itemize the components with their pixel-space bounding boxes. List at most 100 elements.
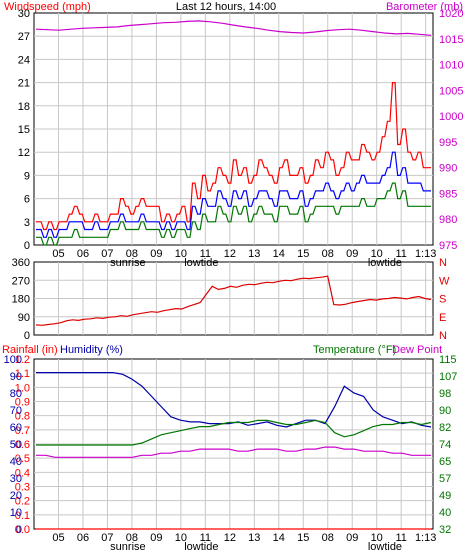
right-tick-label: 115 bbox=[439, 354, 457, 366]
time-tick-label: 08 bbox=[126, 532, 138, 544]
barometer-axis-title: Barometer (mb) bbox=[386, 1, 463, 13]
temperature-axis-title: Temperature (°F) bbox=[313, 344, 396, 356]
right-tick-label: 975 bbox=[439, 240, 457, 252]
time-tick-label: 15 bbox=[297, 532, 309, 544]
time-tick-label: 08 bbox=[322, 248, 334, 260]
left-tick-label: 9 bbox=[24, 170, 30, 182]
time-tick-label: 05 bbox=[52, 532, 64, 544]
time-annotation: lowtide bbox=[184, 541, 218, 551]
right-tick-label: W bbox=[439, 275, 450, 287]
right-tick-label: 32 bbox=[439, 524, 451, 536]
time-tick-label: 10 bbox=[371, 532, 383, 544]
left-tick-label: 30 bbox=[18, 8, 30, 20]
time-tick-label: 09 bbox=[150, 532, 162, 544]
time-tick-label: 14 bbox=[273, 248, 285, 260]
left-tick-label-2: 100 bbox=[4, 354, 22, 366]
left-tick-label: 0.4 bbox=[15, 467, 30, 479]
left-tick-label-2: 0 bbox=[16, 524, 22, 536]
right-tick-label: E bbox=[439, 312, 446, 324]
right-tick-label: 1000 bbox=[439, 111, 463, 123]
time-tick-label: 10 bbox=[175, 248, 187, 260]
left-tick-label-2: 70 bbox=[10, 405, 22, 417]
time-tick-label: 06 bbox=[77, 248, 89, 260]
time-annotation: sunrise bbox=[110, 257, 145, 269]
left-tick-label-2: 90 bbox=[10, 371, 22, 383]
time-tick-label: 10 bbox=[371, 248, 383, 260]
series-line-wind bbox=[36, 82, 431, 231]
chart-labels: Windspeed (mph) Last 12 hours, 14:00 Bar… bbox=[2, 1, 463, 356]
time-tick-label: 12 bbox=[224, 532, 236, 544]
panel-3: 0.0 0.1 0.2 0.3 0.4 0.5 0.6 0.7 0.8 0.9 1.0 1.1 1.2 0… bbox=[4, 354, 458, 536]
time-tick-label: 13 bbox=[248, 248, 260, 260]
right-tick-label: 1005 bbox=[439, 85, 463, 97]
series-line-gust bbox=[36, 151, 431, 238]
right-tick-label: 82 bbox=[439, 422, 451, 434]
time-annotation: sunrise bbox=[110, 541, 145, 551]
time-tick-label: 11 bbox=[200, 532, 211, 544]
time-tick-label: 10 bbox=[175, 532, 187, 544]
right-tick-label: 65 bbox=[439, 456, 451, 468]
left-tick-label-2: 60 bbox=[10, 422, 22, 434]
time-tick-label: 07 bbox=[101, 248, 113, 260]
left-tick-label-2: 40 bbox=[10, 456, 22, 468]
right-tick-label: 49 bbox=[439, 490, 451, 502]
left-tick-label-2: 80 bbox=[10, 388, 22, 400]
time-tick-label: 12 bbox=[224, 248, 236, 260]
series-line-temperature bbox=[36, 419, 432, 446]
chart-title: Last 12 hours, 14:00 bbox=[176, 1, 276, 13]
time-annotation: lowtide bbox=[368, 541, 402, 551]
left-tick-label-2: 20 bbox=[10, 490, 22, 502]
right-tick-label: N bbox=[439, 330, 447, 342]
right-tick-label: 995 bbox=[439, 137, 457, 149]
time-tick-label: 1:13 bbox=[415, 532, 436, 544]
left-tick-label: 12 bbox=[18, 147, 30, 159]
left-tick-label: 0.8 bbox=[15, 411, 30, 423]
left-tick-label: 0 bbox=[24, 330, 30, 342]
left-tick-label: 0.5 bbox=[15, 453, 30, 465]
left-tick-label: 27 bbox=[18, 31, 30, 43]
time-annotation: lowtide bbox=[184, 257, 218, 269]
time-tick-label: 08 bbox=[322, 532, 334, 544]
windspeed-axis-title: Windspeed (mph) bbox=[4, 1, 91, 13]
right-tick-label: 57 bbox=[439, 473, 451, 485]
left-tick-label: 90 bbox=[18, 312, 30, 324]
left-tick-label: 6 bbox=[24, 194, 30, 206]
left-tick-label: 0.1 bbox=[15, 510, 30, 522]
right-tick-label: 90 bbox=[439, 405, 451, 417]
left-tick-label: 15 bbox=[18, 124, 30, 136]
left-tick-label: 0.0 bbox=[15, 524, 30, 536]
time-tick-label: 1:13 bbox=[415, 248, 436, 260]
time-tick-label: 09 bbox=[346, 532, 358, 544]
time-tick-label: 11 bbox=[395, 248, 406, 260]
right-tick-label: S bbox=[439, 294, 446, 306]
right-tick-label: 40 bbox=[439, 507, 451, 519]
series-line-direction bbox=[35, 275, 432, 326]
dewpoint-axis-title: Dew Point bbox=[392, 344, 442, 356]
time-tick-label: 11 bbox=[395, 532, 406, 544]
right-tick-label: 107 bbox=[439, 371, 457, 383]
left-tick-label: 21 bbox=[18, 78, 30, 90]
time-annotation: lowtide bbox=[368, 257, 402, 269]
right-tick-label: 1010 bbox=[439, 60, 463, 72]
time-tick-label: 09 bbox=[150, 248, 162, 260]
left-tick-label: 0.6 bbox=[15, 439, 30, 451]
left-tick-label: 0.9 bbox=[15, 397, 30, 409]
left-tick-label: 0.7 bbox=[15, 425, 30, 437]
left-tick-label: 0.3 bbox=[15, 482, 30, 494]
left-tick-label: 0.2 bbox=[15, 496, 30, 508]
left-tick-label: 1.0 bbox=[15, 382, 30, 394]
time-tick-label: 06 bbox=[77, 532, 89, 544]
left-tick-label: 360 bbox=[12, 257, 30, 269]
right-tick-label: 990 bbox=[439, 163, 457, 175]
left-tick-label: 3 bbox=[24, 217, 30, 229]
time-tick-label: 11 bbox=[200, 248, 211, 260]
right-tick-label: 985 bbox=[439, 188, 457, 200]
left-tick-label: 18 bbox=[18, 101, 30, 113]
rainfall-axis-title: Rainfall (in) bbox=[2, 344, 58, 356]
time-tick-label: 13 bbox=[248, 532, 260, 544]
left-tick-label: 0 bbox=[24, 240, 30, 252]
time-tick-label: 15 bbox=[297, 248, 309, 260]
